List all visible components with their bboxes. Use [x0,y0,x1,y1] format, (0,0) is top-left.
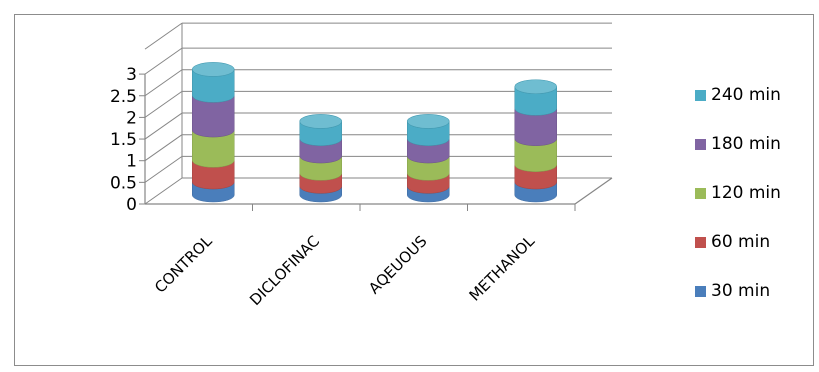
legend-label: 60 min [711,232,770,252]
x-category-label: AQEUOUS [365,232,430,297]
bar-layer [191,62,558,203]
side-gridline [144,155,183,183]
cylinder-top [406,114,450,129]
side-gridline [144,177,183,205]
cylinder-stack [299,114,343,203]
y-tick-label: 2 [126,108,137,128]
legend-swatch [695,139,706,150]
legend-label: 120 min [711,183,781,203]
y-tick-label: 0 [126,195,137,215]
side-gridline [144,22,183,50]
y-tick-label: 2.5 [110,87,137,107]
cylinder-top [299,114,343,129]
side-gridline [144,47,183,75]
floor-edge [574,177,613,205]
side-gridline [144,134,183,162]
cylinder-stack [191,62,235,203]
cylinder-stack [514,79,558,203]
legend-swatch [695,188,706,199]
legend-label: 30 min [711,281,770,301]
cylinder-top [514,79,558,95]
x-category-label: DICLOFINAC [246,232,323,309]
cylinder-top [191,62,235,77]
axis-layer [139,73,613,211]
legend-swatch [695,286,706,297]
y-tick-label: 1.5 [110,130,137,150]
side-gridline [144,69,183,97]
y-tick-label: 3 [126,65,137,85]
legend-swatch [695,237,706,248]
legend-label: 240 min [711,85,781,105]
side-gridline [144,112,183,140]
legend-layer: 240 min 180 min 120 min 60 min 30 min [695,85,781,301]
legend-swatch [695,90,706,101]
x-category-label: CONTROL [151,232,216,297]
cylinder-stack [406,114,450,203]
y-tick-label: 1 [126,152,137,172]
y-tick-label: 0.5 [110,173,137,193]
legend-label: 180 min [711,134,781,154]
side-gridline [144,90,183,118]
x-category-label: METHANOL [466,232,539,305]
